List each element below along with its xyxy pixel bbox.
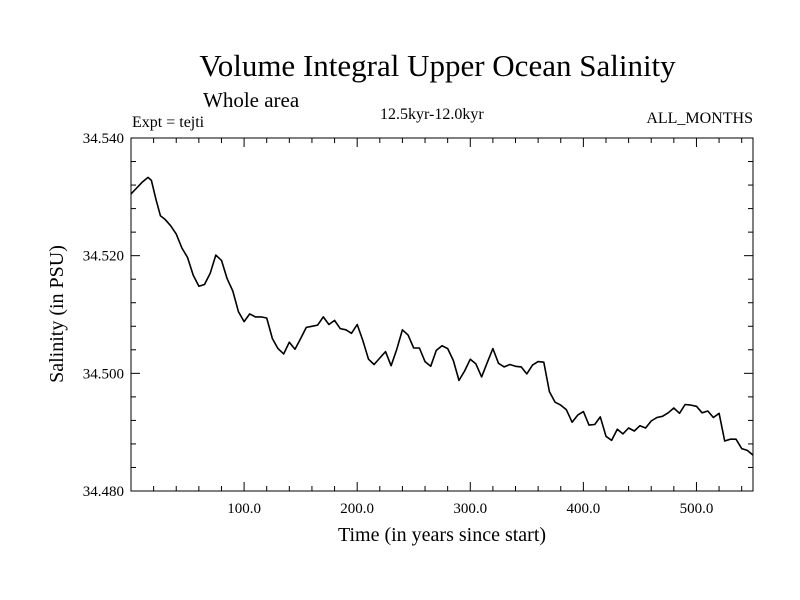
x-tick-label: 500.0 xyxy=(680,501,714,517)
x-tick-label: 400.0 xyxy=(566,501,600,517)
chart-title: Volume Integral Upper Ocean Salinity xyxy=(199,48,676,83)
axis-ticks xyxy=(131,137,753,492)
chart-subtitle: Whole area xyxy=(203,88,300,112)
x-tick-label: 300.0 xyxy=(453,501,487,517)
y-tick-label: 34.520 xyxy=(83,249,124,265)
series-line-salinity xyxy=(130,176,754,456)
period-label: 12.5kyr-12.0kyr xyxy=(380,106,484,123)
months-label: ALL_MONTHS xyxy=(646,110,753,127)
x-axis-label: Time (in years since start) xyxy=(338,524,546,546)
x-tick-label: 100.0 xyxy=(227,501,261,517)
experiment-label: Expt = tejti xyxy=(132,114,205,131)
y-tick-label: 34.480 xyxy=(83,484,124,500)
y-tick-label: 34.500 xyxy=(83,366,124,382)
x-tick-label: 200.0 xyxy=(340,501,374,517)
y-axis-label: Salinity (in PSU) xyxy=(46,245,68,383)
y-tick-label: 34.540 xyxy=(83,131,124,147)
tick-labels: 100.0 200.0 300.0 400.0 500.0 34.480 34.500 34.… xyxy=(83,131,714,517)
plot-frame xyxy=(130,137,754,492)
